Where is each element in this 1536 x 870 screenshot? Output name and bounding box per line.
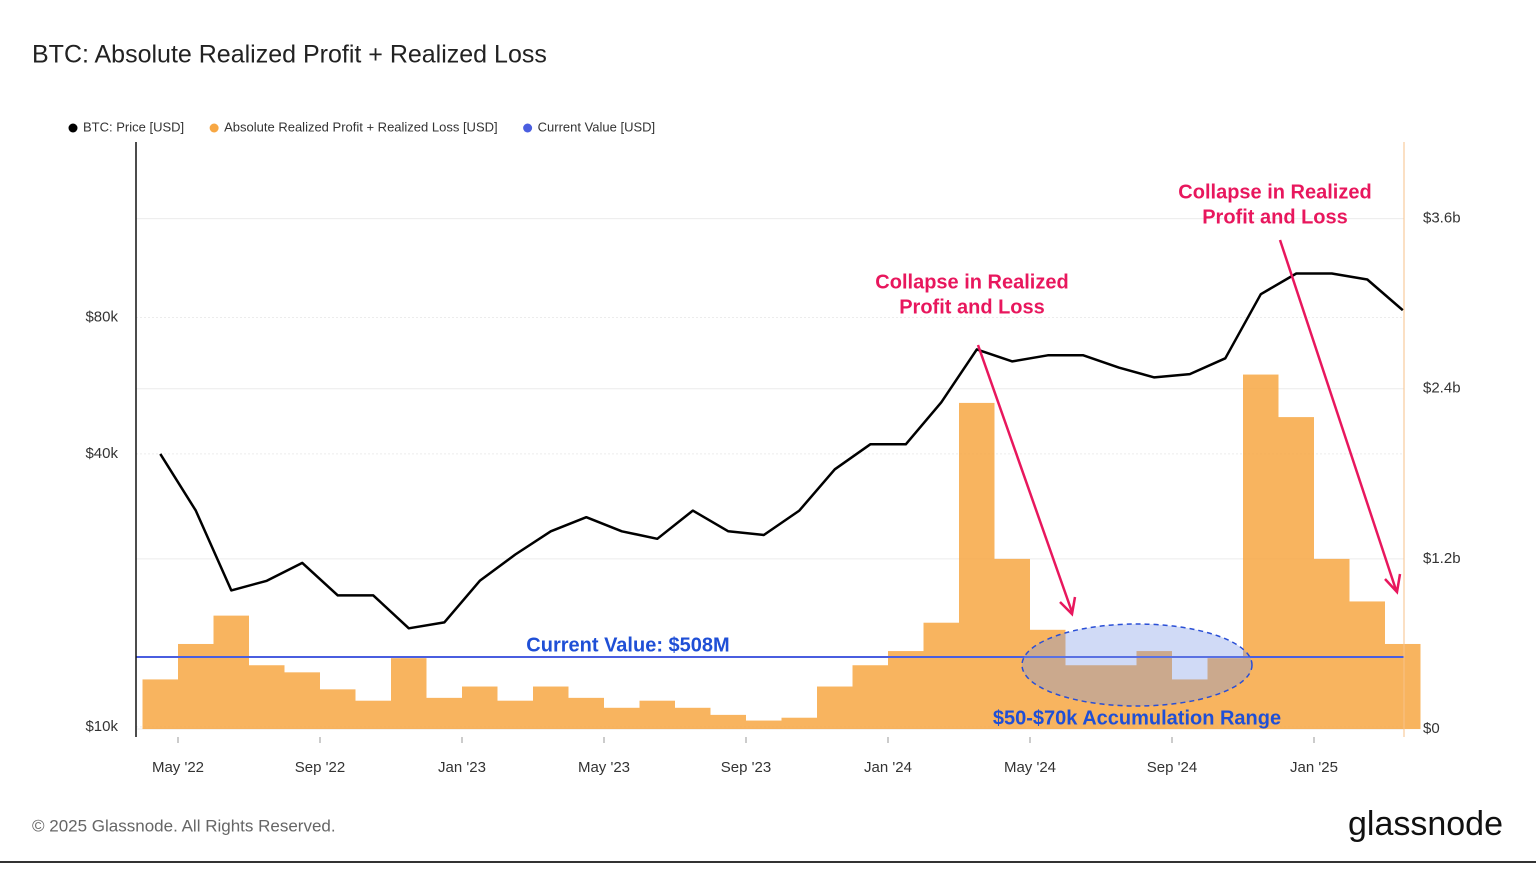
bar bbox=[320, 689, 356, 730]
x-tick-label: Jan '24 bbox=[864, 759, 912, 776]
bar bbox=[959, 402, 995, 730]
bar bbox=[888, 651, 924, 730]
bar bbox=[178, 643, 214, 730]
annotation: Profit and Loss bbox=[899, 296, 1045, 318]
bar bbox=[1278, 417, 1314, 730]
bar bbox=[462, 686, 498, 730]
current-value-label: Current Value: $508M bbox=[526, 634, 729, 656]
bar bbox=[781, 717, 817, 730]
legend-marker bbox=[68, 123, 78, 133]
bar bbox=[391, 658, 427, 730]
x-tick-label: Sep '24 bbox=[1147, 759, 1197, 776]
annotation: Collapse in Realized bbox=[1178, 181, 1371, 203]
bar bbox=[1385, 643, 1421, 730]
y2-tick-label: $1.2b bbox=[1423, 550, 1461, 567]
y-tick-label: $10k bbox=[85, 718, 118, 735]
bar bbox=[923, 622, 959, 730]
bar bbox=[1349, 601, 1385, 730]
bar bbox=[568, 697, 604, 730]
bar bbox=[1065, 665, 1101, 730]
x-tick-label: May '22 bbox=[152, 759, 204, 776]
bar bbox=[355, 700, 391, 730]
bar bbox=[746, 720, 782, 730]
bar bbox=[142, 679, 178, 730]
legend-marker bbox=[523, 123, 533, 133]
bar bbox=[213, 615, 249, 730]
y-tick-label: $80k bbox=[85, 308, 118, 325]
x-tick-label: May '23 bbox=[578, 759, 630, 776]
bar bbox=[497, 700, 533, 730]
x-tick-label: May '24 bbox=[1004, 759, 1056, 776]
bar bbox=[284, 672, 320, 730]
bar bbox=[249, 665, 285, 730]
y2-tick-label: $0 bbox=[1423, 720, 1440, 737]
x-tick-label: Jan '23 bbox=[438, 759, 486, 776]
bar bbox=[1207, 658, 1243, 730]
bar bbox=[1136, 651, 1172, 730]
price-line bbox=[159, 272, 1404, 630]
legend-label: Current Value [USD] bbox=[538, 119, 656, 134]
x-tick-label: Jan '25 bbox=[1290, 759, 1338, 776]
legend-label: Absolute Realized Profit + Realized Loss… bbox=[224, 119, 498, 134]
bar bbox=[852, 665, 888, 730]
legend-marker bbox=[209, 123, 219, 133]
x-tick-label: Sep '22 bbox=[295, 759, 345, 776]
legend: BTC: Price [USD] Absolute Realized Profit… bbox=[68, 119, 656, 134]
accumulation-ellipse bbox=[1021, 623, 1253, 707]
annotation: Profit and Loss bbox=[1202, 206, 1348, 228]
bar bbox=[710, 714, 746, 730]
y2-tick-label: $2.4b bbox=[1423, 380, 1461, 397]
bar bbox=[604, 707, 640, 730]
arrows bbox=[976, 239, 1402, 617]
chart-title: BTC: Absolute Realized Profit + Realized… bbox=[32, 41, 547, 69]
copyright: © 2025 Glassnode. All Rights Reserved. bbox=[32, 816, 336, 835]
y-tick-label: $40k bbox=[85, 445, 118, 462]
bar bbox=[1172, 679, 1208, 730]
bar bbox=[675, 707, 711, 730]
plot-area bbox=[136, 218, 1421, 730]
bar bbox=[994, 558, 1030, 730]
bar bbox=[533, 686, 569, 730]
bar bbox=[639, 700, 675, 730]
legend-label: BTC: Price [USD] bbox=[83, 119, 184, 134]
bar bbox=[1243, 374, 1279, 730]
annotation: Collapse in Realized bbox=[875, 271, 1068, 293]
logo: glassnode bbox=[1348, 805, 1503, 843]
bar bbox=[426, 697, 462, 730]
x-tick-label: Sep '23 bbox=[721, 759, 771, 776]
accumulation-label: $50-$70k Accumulation Range bbox=[993, 707, 1281, 729]
y2-tick-label: $3.6b bbox=[1423, 210, 1461, 227]
bar bbox=[1314, 558, 1350, 730]
bar bbox=[817, 686, 853, 730]
bar bbox=[1101, 665, 1137, 730]
